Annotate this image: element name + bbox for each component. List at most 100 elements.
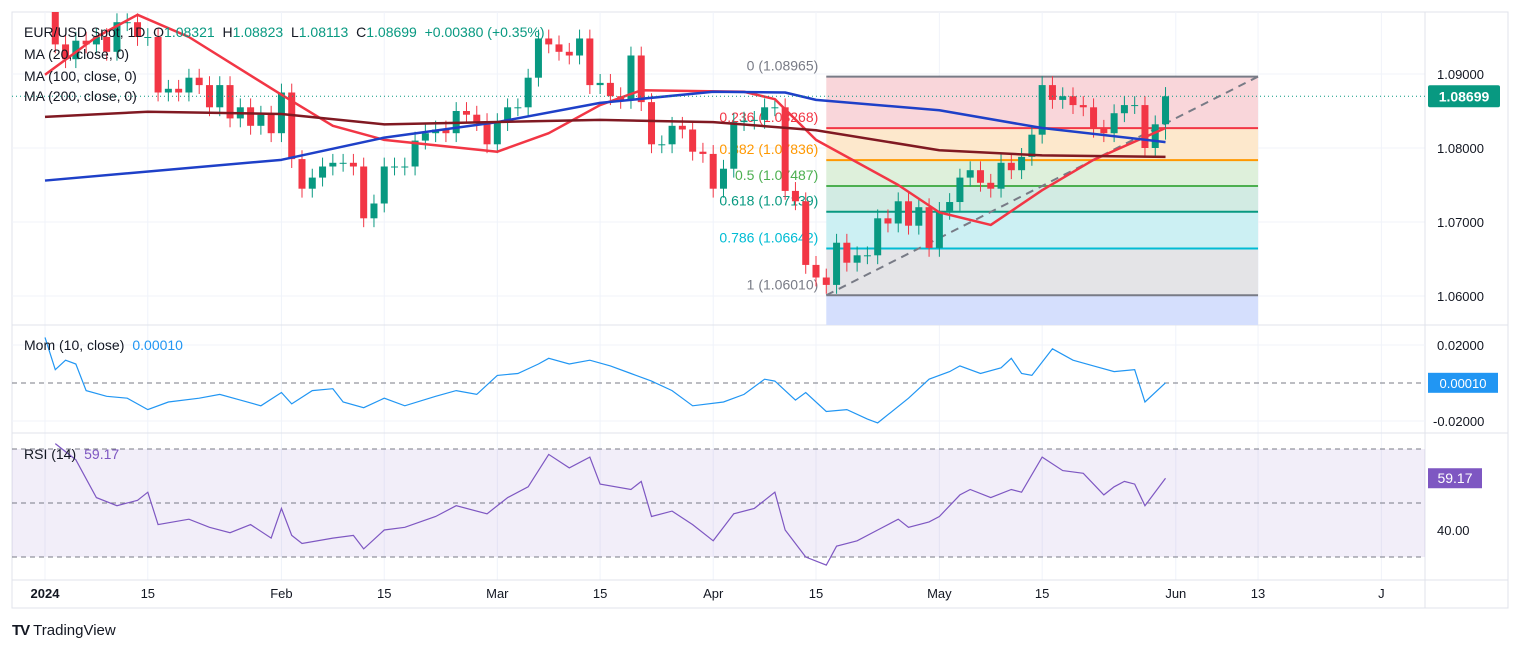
candle-body <box>935 210 943 248</box>
candle-body <box>863 255 871 257</box>
candle-body <box>267 114 275 134</box>
fib-trend-line <box>825 75 1259 297</box>
candle-body <box>689 129 697 152</box>
candle-body <box>606 82 614 97</box>
tradingview-logo[interactable]: TV TradingView <box>12 622 116 639</box>
ma-line-2 <box>44 110 1166 159</box>
candle-body <box>185 77 193 93</box>
candle-body <box>62 44 70 60</box>
candle-body <box>524 77 532 108</box>
candle-body <box>545 38 553 45</box>
momentum-tick-label: 0.02000 <box>1437 338 1484 353</box>
candle-body <box>205 85 213 108</box>
candle-body <box>709 153 717 189</box>
candle-body <box>627 55 635 100</box>
time-tick-label: 15 <box>377 586 391 601</box>
candle-body <box>247 107 255 126</box>
candle-body <box>462 111 470 115</box>
candle-body <box>1162 96 1170 125</box>
candle-body <box>1018 156 1026 171</box>
ohlc-legend: EUR/USD Spot, 1D O1.08321 H1.08823 L1.08… <box>24 24 545 40</box>
candle-body <box>956 177 964 203</box>
momentum-legend[interactable]: Mom (10, close) 0.00010 <box>24 337 183 353</box>
symbol-label: EUR/USD Spot, 1D <box>24 24 146 40</box>
ma-line-1 <box>44 90 1166 182</box>
candle-body <box>134 22 142 37</box>
candle-body <box>360 166 368 219</box>
ma-line-0 <box>44 13 1167 227</box>
fib-band <box>826 211 1259 249</box>
momentum-tick-label: -0.02000 <box>1433 414 1484 429</box>
candle-body <box>658 144 666 146</box>
candle-body <box>113 22 121 52</box>
tradingview-logo-icon: TV <box>12 622 30 639</box>
candle-body <box>884 218 892 224</box>
candle-body <box>380 166 388 204</box>
candle-body <box>298 159 306 189</box>
candle-body <box>565 51 573 56</box>
candle-body <box>1028 134 1036 157</box>
candle-body <box>123 22 131 24</box>
time-tick-label: Jun <box>1165 586 1186 601</box>
candle-body <box>339 162 347 164</box>
candle-body <box>555 44 563 52</box>
momentum-value-label: 0.00010 <box>1440 376 1487 391</box>
fib-band <box>826 295 1259 325</box>
candle-body <box>195 77 203 86</box>
ma100-legend[interactable]: MA (100, close, 0) <box>24 68 137 84</box>
candle-body <box>154 37 162 93</box>
candle-body <box>730 122 738 169</box>
candle-body <box>678 125 686 130</box>
ma200-legend[interactable]: MA (200, close, 0) <box>24 88 137 104</box>
candle-body <box>791 190 799 202</box>
last-price-label: 1.08699 <box>1439 88 1490 104</box>
price-tick-label: 1.08000 <box>1437 141 1484 156</box>
candle-body <box>411 140 419 167</box>
time-tick-label: 15 <box>1035 586 1049 601</box>
candle-body <box>1038 85 1046 135</box>
rsi-legend[interactable]: RSI (14) 59.17 <box>24 446 120 462</box>
candle-body <box>833 242 841 285</box>
candle-body <box>370 203 378 219</box>
fib-level-label: 0.382 (1.07836) <box>719 141 818 157</box>
candle-body <box>1079 105 1087 108</box>
close-value: 1.08699 <box>366 24 417 40</box>
last-price-badge <box>1428 85 1500 108</box>
low-value: 1.08113 <box>298 24 349 40</box>
candle-body <box>257 114 265 126</box>
candle-body <box>1059 96 1067 100</box>
candle-body <box>576 38 584 56</box>
candle-body <box>987 182 995 189</box>
fib-level-label: 0.786 (1.06642) <box>719 229 818 245</box>
candle-body <box>946 202 954 211</box>
candle-body <box>1100 128 1108 134</box>
candle-body <box>1007 162 1015 171</box>
candle-body <box>329 162 337 167</box>
fib-band <box>826 160 1259 186</box>
time-tick-label: Mar <box>486 586 509 601</box>
candle-body <box>976 170 984 183</box>
candle-body <box>1090 107 1098 129</box>
candle-body <box>175 88 183 93</box>
time-tick-label: 15 <box>141 586 155 601</box>
time-tick-label: 15 <box>593 586 607 601</box>
time-tick-label: 2024 <box>31 586 61 601</box>
candle-body <box>915 207 923 226</box>
candle-body <box>514 107 522 109</box>
candle-body <box>997 162 1005 189</box>
candle-body <box>843 242 851 263</box>
candle-body <box>874 218 882 256</box>
candle-body <box>699 151 707 154</box>
rsi-value-label: 59.17 <box>1437 470 1472 486</box>
price-tick-label: 1.09000 <box>1437 67 1484 82</box>
candle-body <box>719 168 727 189</box>
candle-body <box>144 37 152 38</box>
ma20-legend[interactable]: MA (20, close, 0) <box>24 46 130 62</box>
candle-body <box>82 40 90 45</box>
candle-body <box>761 107 769 120</box>
price-tick-label: 1.07000 <box>1437 215 1484 230</box>
candle-body <box>812 264 820 278</box>
candle-body <box>1151 124 1159 148</box>
main-pane: 0 (1.08965)0.236 (1.08268)0.382 (1.07836… <box>44 12 1259 325</box>
